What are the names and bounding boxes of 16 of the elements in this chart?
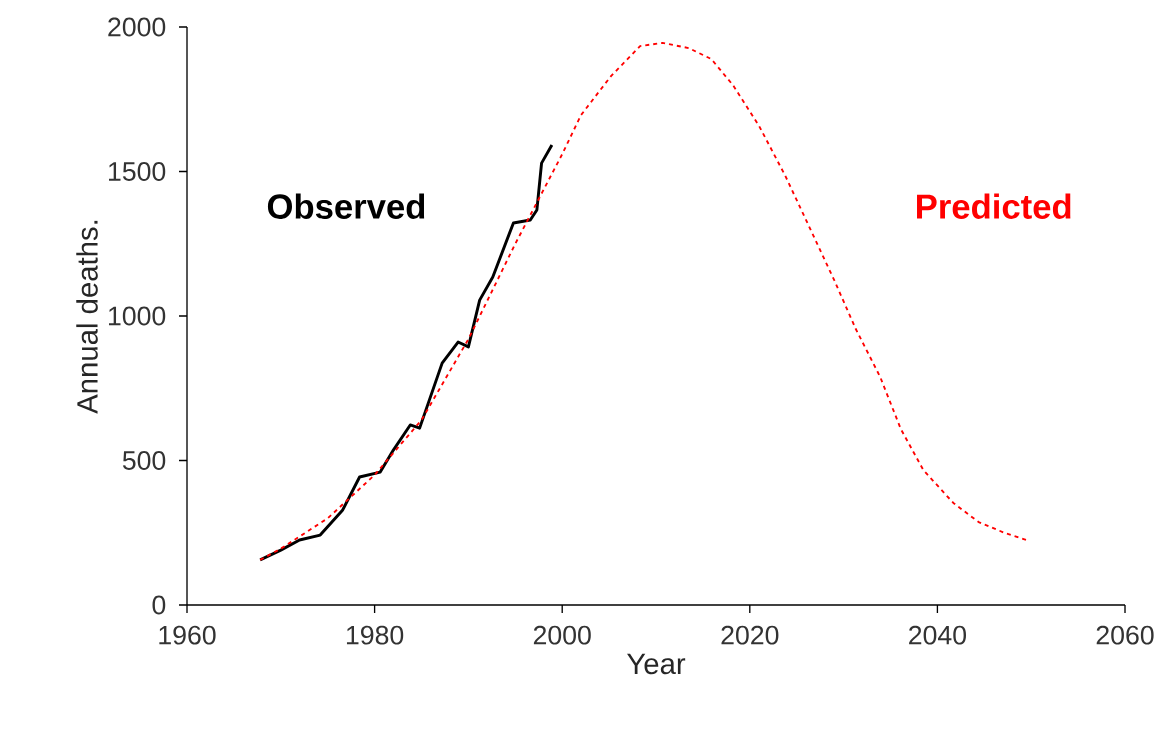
line-series	[258, 143, 554, 562]
y-tick-label: 1000	[109, 306, 166, 326]
y-tick-label: 0	[152, 595, 166, 615]
x-tick-label: 1960	[159, 625, 216, 645]
x-tick-label: 2040	[909, 625, 966, 645]
x-tick-label: 2020	[721, 625, 779, 645]
y-tick-label: 2000	[108, 17, 166, 37]
x-tick-label: 2060	[1096, 625, 1154, 645]
y-tick-label: 1500	[109, 162, 166, 181]
text: Observed	[267, 193, 425, 219]
x-tick-label: 2000	[533, 625, 591, 645]
y-tick-label: 500	[122, 451, 166, 470]
y-axis-title: Annual deaths.	[76, 220, 98, 414]
x-tick-label: 1980	[346, 625, 404, 645]
text: Predicted	[917, 193, 1071, 219]
x-axis-title: Year	[627, 653, 686, 675]
